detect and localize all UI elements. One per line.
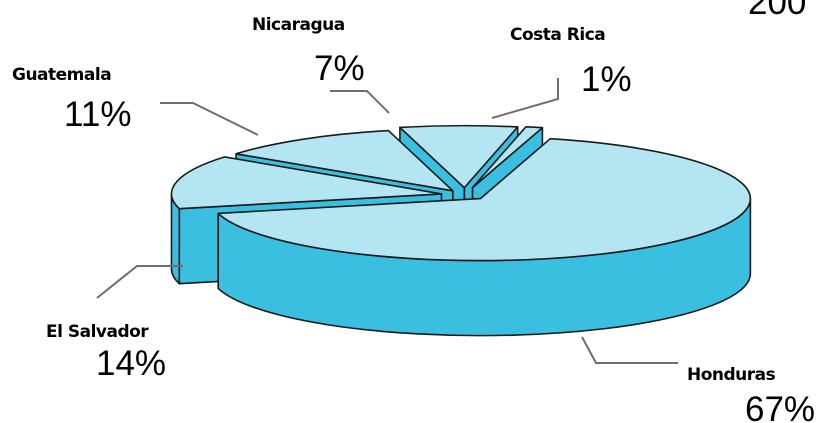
leader-lines <box>96 78 678 364</box>
top-right-fragment: 200 <box>748 0 806 22</box>
slice-honduras <box>217 137 752 337</box>
value-label-costa-rica: 1% <box>581 60 632 99</box>
pie-slices <box>170 124 752 337</box>
value-label-nicaragua: 7% <box>314 49 365 88</box>
category-label-guatemala: Guatemala <box>12 65 111 85</box>
value-label-el-salvador: 14% <box>96 344 166 383</box>
leader-line-guatemala <box>160 102 259 136</box>
category-label-el-salvador: El Salvador <box>46 322 149 342</box>
leader-line-nicaragua <box>330 90 390 114</box>
leader-line-el-salvador <box>96 265 183 299</box>
category-label-costa-rica: Costa Rica <box>510 25 605 45</box>
value-label-honduras: 67% <box>745 390 815 423</box>
leader-line-costa-rica <box>491 78 559 119</box>
category-label-nicaragua: Nicaragua <box>252 15 345 35</box>
data-labels: Nicaragua 7% Costa Rica 1% Guatemala 11%… <box>12 15 815 423</box>
value-label-guatemala: 11% <box>64 95 131 134</box>
category-label-honduras: Honduras <box>687 365 776 385</box>
leader-line-honduras <box>581 336 678 364</box>
